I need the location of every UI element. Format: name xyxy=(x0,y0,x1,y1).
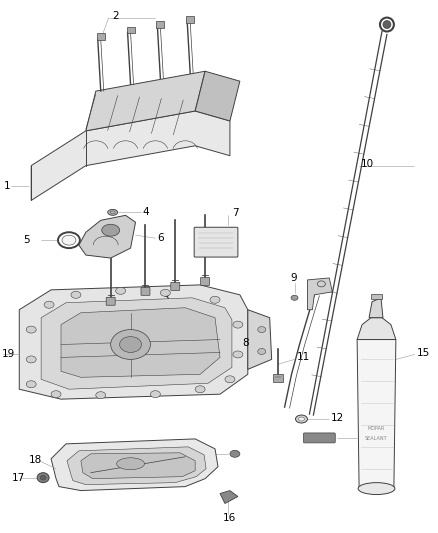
Bar xyxy=(186,15,194,22)
Polygon shape xyxy=(41,298,232,389)
FancyBboxPatch shape xyxy=(171,282,180,290)
Ellipse shape xyxy=(291,295,298,300)
Polygon shape xyxy=(195,71,240,121)
Text: 3: 3 xyxy=(162,293,169,303)
Ellipse shape xyxy=(195,386,205,393)
Text: 13: 13 xyxy=(359,432,372,442)
Text: 8: 8 xyxy=(242,337,248,348)
Ellipse shape xyxy=(44,301,54,308)
Ellipse shape xyxy=(108,209,118,215)
Ellipse shape xyxy=(150,391,160,398)
Text: 17: 17 xyxy=(11,473,25,483)
Text: 7: 7 xyxy=(232,208,239,219)
Ellipse shape xyxy=(111,329,150,359)
Bar xyxy=(127,27,134,34)
FancyBboxPatch shape xyxy=(106,297,115,305)
Text: 1: 1 xyxy=(4,181,10,190)
Polygon shape xyxy=(81,453,195,479)
Polygon shape xyxy=(19,285,248,399)
Ellipse shape xyxy=(37,473,49,482)
Bar xyxy=(273,374,283,382)
Bar xyxy=(371,294,382,299)
Text: 11: 11 xyxy=(297,352,310,362)
Text: 19: 19 xyxy=(1,350,14,359)
Text: 18: 18 xyxy=(29,455,42,465)
Text: 16: 16 xyxy=(223,513,236,523)
Ellipse shape xyxy=(298,417,304,421)
Polygon shape xyxy=(357,340,396,489)
Ellipse shape xyxy=(233,351,243,358)
Ellipse shape xyxy=(210,296,220,303)
Text: MOPAR: MOPAR xyxy=(367,426,385,431)
Text: SEALANT: SEALANT xyxy=(365,437,387,441)
Polygon shape xyxy=(61,308,220,377)
Text: 4: 4 xyxy=(142,207,149,217)
Ellipse shape xyxy=(120,336,141,352)
Text: 9: 9 xyxy=(290,273,297,283)
Text: 6: 6 xyxy=(157,233,164,243)
Polygon shape xyxy=(51,439,218,490)
Ellipse shape xyxy=(26,381,36,387)
Ellipse shape xyxy=(296,415,307,423)
FancyBboxPatch shape xyxy=(201,278,209,285)
Polygon shape xyxy=(79,215,135,258)
Ellipse shape xyxy=(51,391,61,398)
Ellipse shape xyxy=(26,356,36,363)
Polygon shape xyxy=(67,447,206,484)
Ellipse shape xyxy=(40,475,46,480)
Ellipse shape xyxy=(96,392,106,399)
Ellipse shape xyxy=(225,376,235,383)
Text: 2: 2 xyxy=(113,11,119,21)
Polygon shape xyxy=(86,71,205,131)
Text: 15: 15 xyxy=(417,349,430,359)
Polygon shape xyxy=(307,278,332,310)
Ellipse shape xyxy=(117,458,145,470)
Ellipse shape xyxy=(62,235,76,245)
Ellipse shape xyxy=(258,327,266,333)
Ellipse shape xyxy=(258,349,266,354)
Ellipse shape xyxy=(230,450,240,457)
Ellipse shape xyxy=(116,287,126,294)
Polygon shape xyxy=(31,111,230,200)
Text: 12: 12 xyxy=(331,413,345,423)
Text: 5: 5 xyxy=(23,235,30,245)
Polygon shape xyxy=(248,310,272,369)
Ellipse shape xyxy=(358,482,395,495)
Polygon shape xyxy=(220,490,238,504)
Ellipse shape xyxy=(383,21,391,29)
Ellipse shape xyxy=(71,292,81,298)
Bar xyxy=(156,21,164,28)
Text: 14: 14 xyxy=(172,448,186,458)
Polygon shape xyxy=(357,318,396,340)
Bar xyxy=(97,34,105,41)
Ellipse shape xyxy=(160,289,170,296)
Text: 10: 10 xyxy=(361,159,374,168)
Polygon shape xyxy=(369,298,383,318)
Ellipse shape xyxy=(26,326,36,333)
FancyBboxPatch shape xyxy=(141,287,150,295)
FancyBboxPatch shape xyxy=(194,227,238,257)
Ellipse shape xyxy=(233,321,243,328)
FancyBboxPatch shape xyxy=(304,433,335,443)
Ellipse shape xyxy=(102,224,120,236)
